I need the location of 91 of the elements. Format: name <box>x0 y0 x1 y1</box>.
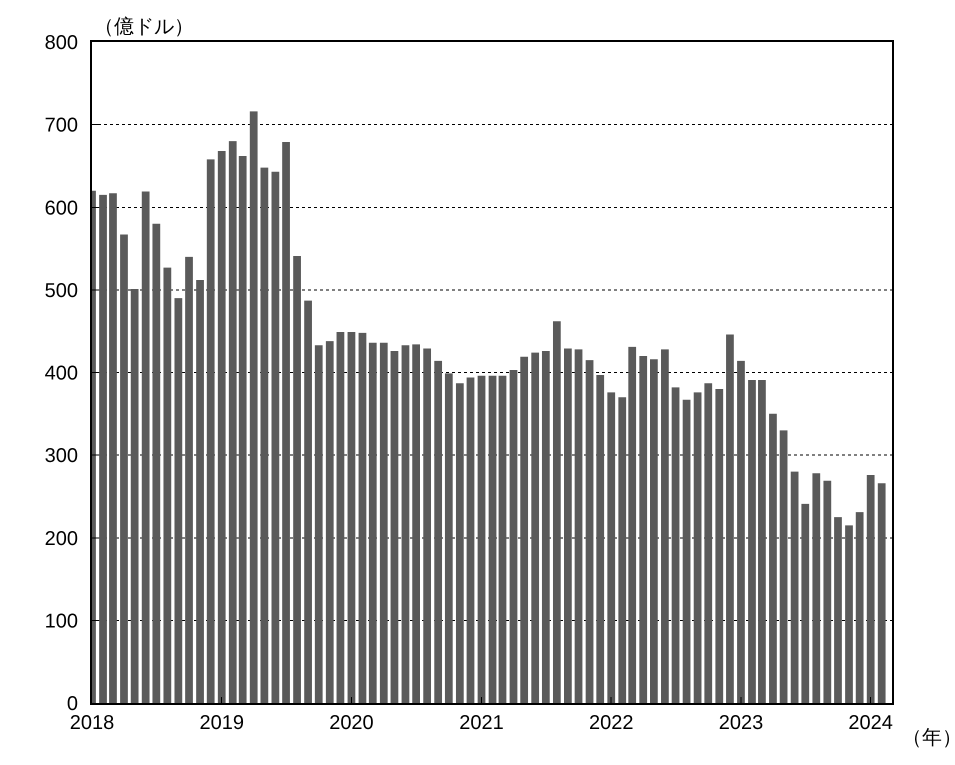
bar <box>478 376 486 703</box>
x-tick-label: 2024 <box>848 712 893 734</box>
bar <box>272 172 280 703</box>
bar <box>780 430 788 703</box>
bar <box>218 151 226 703</box>
bar <box>726 334 734 703</box>
bar <box>812 473 820 703</box>
bar <box>628 346 636 703</box>
bar <box>510 370 518 703</box>
bar <box>542 351 550 703</box>
bar <box>336 332 344 703</box>
y-tick-label: 200 <box>44 528 78 550</box>
bar <box>466 377 474 703</box>
bar <box>694 392 702 703</box>
bar <box>380 342 388 703</box>
x-tick-label: 2023 <box>718 712 764 734</box>
bar <box>368 342 377 703</box>
bar <box>498 376 506 703</box>
y-tick-label: 100 <box>44 610 78 632</box>
bar <box>142 192 150 703</box>
bar <box>834 517 842 703</box>
bar <box>737 360 745 703</box>
bar <box>823 480 832 703</box>
bar <box>758 380 766 703</box>
bar <box>402 345 410 703</box>
bar <box>748 380 756 703</box>
bar <box>801 504 810 703</box>
bar <box>769 414 777 703</box>
bar <box>596 374 604 703</box>
x-tick-label: 2020 <box>329 712 374 734</box>
bar <box>314 345 323 703</box>
bar <box>866 474 875 703</box>
bar <box>423 348 432 703</box>
bar <box>326 341 334 703</box>
bar <box>456 383 464 703</box>
bar <box>574 349 582 703</box>
x-axis-title: （年） <box>902 727 955 749</box>
bar <box>293 256 301 703</box>
bar <box>348 332 356 703</box>
bar <box>531 352 540 703</box>
bar <box>552 321 561 703</box>
bar <box>238 156 247 703</box>
bar <box>358 332 366 703</box>
bar <box>304 300 312 703</box>
bar <box>845 525 853 703</box>
bar <box>790 472 798 703</box>
x-tick-label: 2018 <box>70 712 114 734</box>
bar <box>618 397 626 703</box>
bar <box>856 512 864 703</box>
bar <box>607 392 616 703</box>
bar <box>260 168 268 703</box>
bar <box>672 387 680 703</box>
bar <box>163 268 172 703</box>
bar <box>434 360 442 703</box>
bar <box>878 483 886 703</box>
bar <box>206 159 215 703</box>
y-tick-label: 500 <box>44 280 78 302</box>
bar <box>109 193 117 703</box>
bar <box>152 224 160 703</box>
bar <box>412 344 420 703</box>
bar <box>682 400 690 703</box>
bar <box>250 111 258 703</box>
bar <box>586 360 594 703</box>
bar <box>444 373 453 703</box>
y-tick-label: 700 <box>44 114 78 137</box>
bar <box>488 376 496 703</box>
y-tick-label: 600 <box>44 197 78 220</box>
bar <box>174 298 182 703</box>
bar <box>639 356 648 703</box>
bar <box>520 356 528 703</box>
bar <box>564 348 572 703</box>
bar <box>120 234 128 703</box>
x-tick-label: 2021 <box>459 712 504 734</box>
y-tick-label: 800 <box>44 32 78 54</box>
bar <box>196 280 204 703</box>
y-tick-label: 300 <box>44 445 78 468</box>
bar <box>661 349 669 703</box>
bar <box>99 194 107 703</box>
y-tick-label: 400 <box>44 362 78 384</box>
x-tick-label: 2022 <box>588 712 634 734</box>
bar <box>228 141 237 703</box>
bar <box>715 389 724 703</box>
x-tick-label: 2019 <box>199 712 244 734</box>
bar <box>390 351 398 703</box>
y-tick-label: 0 <box>66 693 78 715</box>
y-axis-title: （億ドル） <box>94 16 194 38</box>
bar <box>282 142 290 703</box>
bar <box>650 359 658 703</box>
bar <box>130 289 139 703</box>
bar <box>185 256 193 703</box>
bar <box>704 383 712 703</box>
